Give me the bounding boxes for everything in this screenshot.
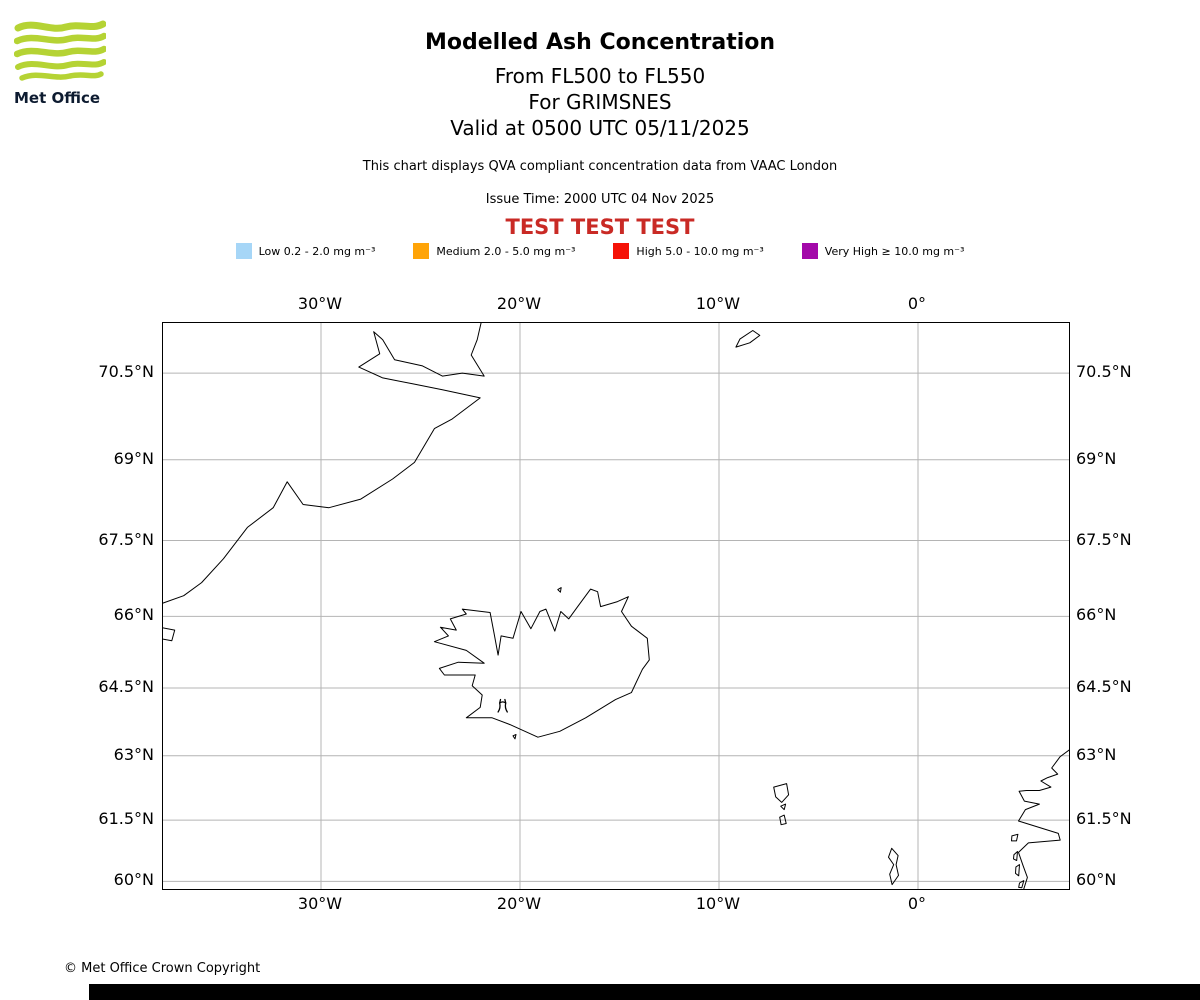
legend-label: Very High ≥ 10.0 mg m⁻³ [824,244,965,258]
logo-wave [15,59,107,70]
logo-wave [13,45,108,58]
lon-tick-bottom: 30°W [297,894,343,913]
valid-time-subtitle: Valid at 0500 UTC 05/11/2025 [450,116,750,140]
map [162,322,1070,890]
coastline-faroe-suduroy [779,814,787,826]
coastline-tasiilaq-island [163,627,176,642]
lat-tick-left: 60°N [113,870,154,890]
met-office-logo-icon [13,20,108,81]
coastline-norway-coast [1018,749,1069,889]
lat-tick-right: 63°N [1076,744,1117,764]
coastline-norway-island-solund [1011,833,1019,842]
lat-tick-left: 69°N [113,448,154,468]
volcano-subtitle: For GRIMSNES [528,90,672,114]
lat-tick-right: 67.5°N [1076,529,1132,549]
lat-tick-left: 61.5°N [98,809,154,829]
lat-tick-right: 69°N [1076,448,1117,468]
logo-wave [13,32,108,45]
coastline-faroe-sandoy [780,803,787,811]
lat-tick-right: 60°N [1076,870,1117,890]
coastline-faroe-main [773,783,790,803]
coastline-jan-mayen [735,330,761,348]
qva-description: This chart displays QVA compliant concen… [362,159,838,174]
met-office-wordmark: Met Office [14,89,101,107]
flight-level-subtitle: From FL500 to FL550 [494,64,706,88]
coastline-vestmannaeyjar [512,734,517,740]
map-canvas [163,323,1069,889]
logo-wave [14,20,107,32]
coastline-grimsey [557,587,562,593]
coastline-norway-island-stord [1018,880,1025,889]
lon-tick-top: 0° [907,294,927,313]
lon-tick-top: 30°W [297,294,343,313]
lon-tick-top: 10°W [695,294,741,313]
logo-wave [19,71,104,81]
legend-swatch-icon [613,243,630,259]
coastline-norway-island-oygarden [1013,851,1018,861]
lat-tick-right: 61.5°N [1076,809,1132,829]
page-title: Modelled Ash Concentration [424,30,776,55]
legend-item: Medium 2.0 - 5.0 mg m⁻³ [413,243,575,259]
coastline-shetland [888,847,899,886]
coastline-iceland [433,588,650,738]
lon-tick-top: 20°W [496,294,542,313]
lat-tick-right: 64.5°N [1076,677,1132,697]
lat-tick-right: 70.5°N [1076,362,1132,382]
legend-label: High 5.0 - 10.0 mg m⁻³ [636,244,764,258]
lat-tick-right: 66°N [1076,605,1117,625]
test-banner: TEST TEST TEST [505,215,695,239]
lon-tick-bottom: 0° [907,894,927,913]
volcano-marker-icon [497,698,508,713]
lon-tick-bottom: 20°W [496,894,542,913]
legend-item: Very High ≥ 10.0 mg m⁻³ [801,243,965,259]
coastline-norway-island-sotra [1015,864,1020,877]
legend-item: High 5.0 - 10.0 mg m⁻³ [613,243,764,259]
lat-tick-left: 64.5°N [98,677,154,697]
lon-tick-bottom: 10°W [695,894,741,913]
legend-swatch-icon [801,243,818,259]
copyright-notice: © Met Office Crown Copyright [64,961,261,976]
lat-tick-left: 63°N [113,744,154,764]
issue-time: Issue Time: 2000 UTC 04 Nov 2025 [485,192,715,207]
coastline-greenland-coast [163,323,485,604]
legend: Low 0.2 - 2.0 mg m⁻³ Medium 2.0 - 5.0 mg … [0,243,1200,259]
bottom-bar [89,984,1200,1000]
legend-swatch-icon [235,243,252,259]
legend-label: Low 0.2 - 2.0 mg m⁻³ [258,244,376,258]
lat-tick-left: 70.5°N [98,362,154,382]
lat-tick-left: 66°N [113,605,154,625]
legend-item: Low 0.2 - 2.0 mg m⁻³ [235,243,376,259]
met-office-logo: Met Office [13,18,134,107]
legend-label: Medium 2.0 - 5.0 mg m⁻³ [436,244,576,258]
lat-tick-left: 67.5°N [98,529,154,549]
legend-swatch-icon [413,243,430,259]
